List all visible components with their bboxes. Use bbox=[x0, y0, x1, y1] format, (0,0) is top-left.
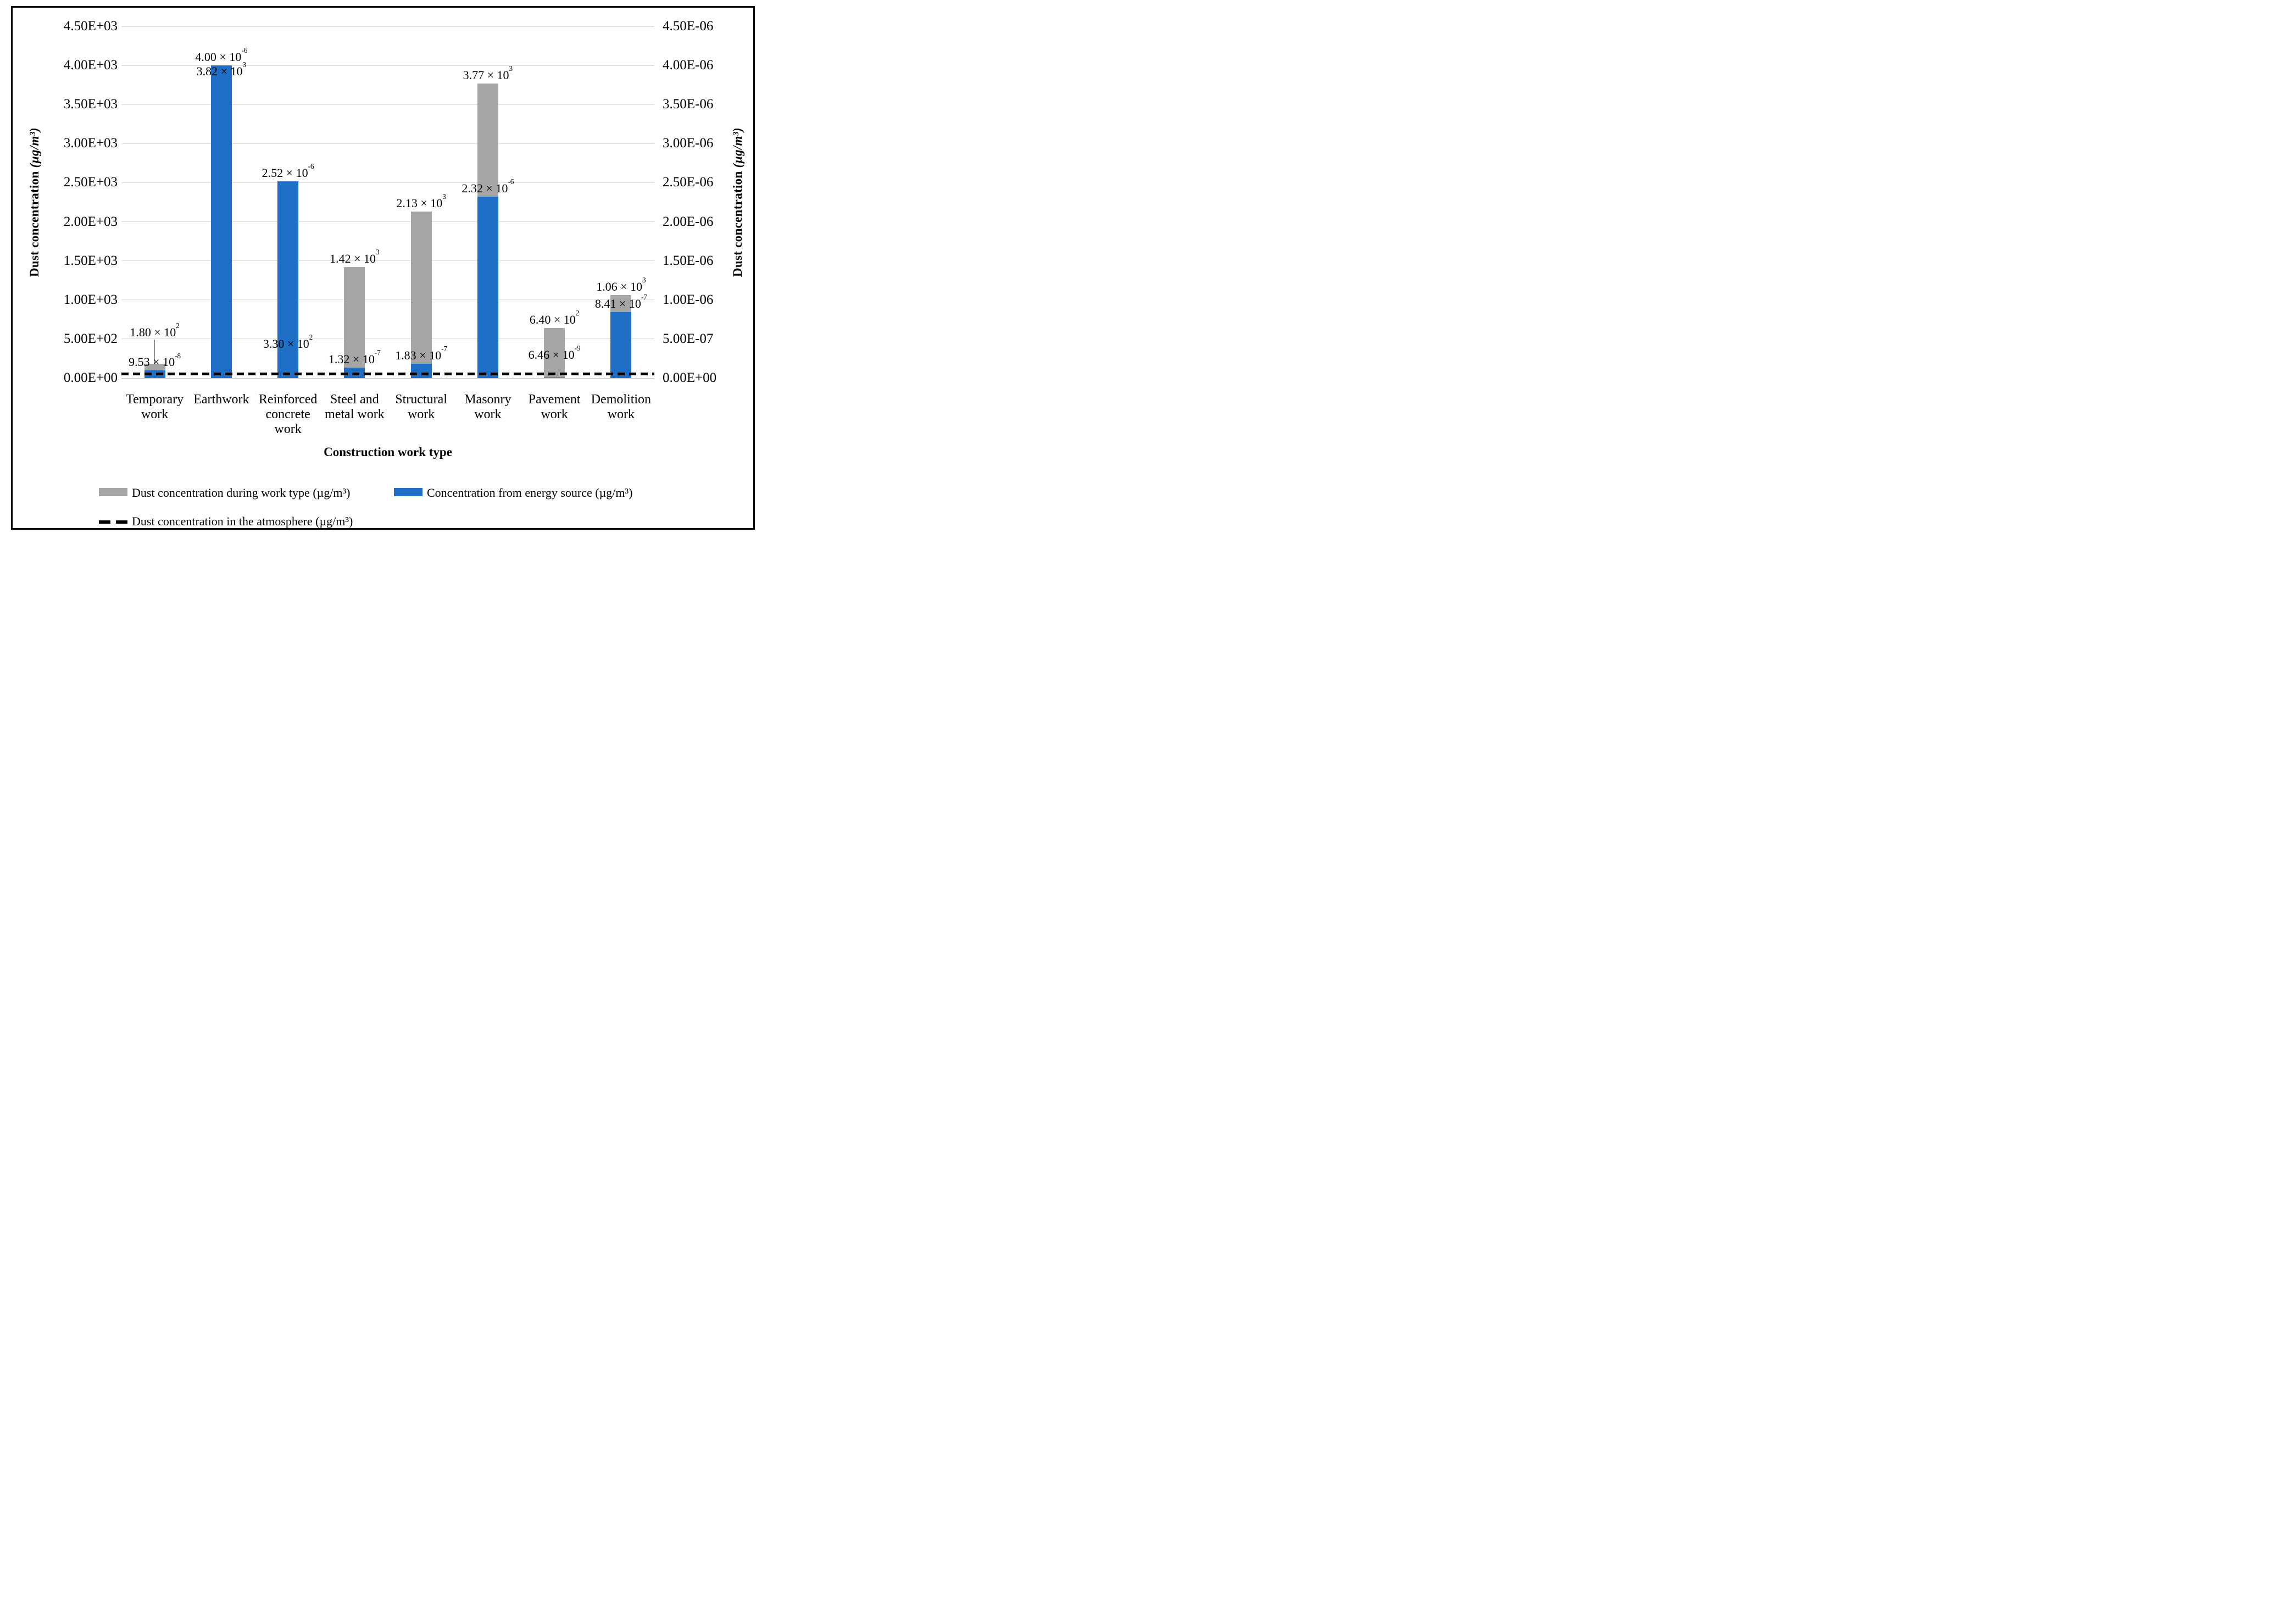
right-axis-tick-label: 3.50E-06 bbox=[663, 97, 714, 112]
bar-energy-source bbox=[210, 65, 232, 378]
data-label: 2.52 × 10-6 bbox=[262, 162, 314, 180]
bar-energy-source bbox=[477, 197, 498, 378]
left-axis-tick-label: 2.00E+03 bbox=[63, 214, 118, 229]
data-label: 3.77 × 103 bbox=[463, 64, 513, 82]
chart-border bbox=[11, 6, 755, 530]
category-label: Masonry work bbox=[464, 392, 512, 421]
category-label: Demolition work bbox=[591, 392, 652, 421]
category-label: Steel and metal work bbox=[325, 392, 385, 421]
category-label: Earthwork bbox=[193, 392, 249, 407]
data-label: 6.40 × 102 bbox=[529, 309, 580, 326]
category-label: Structural work bbox=[395, 392, 447, 421]
data-label: 1.06 × 103 bbox=[596, 276, 646, 294]
data-label: 1.32 × 10-7 bbox=[328, 348, 381, 367]
right-axis-tick-label: 4.00E-06 bbox=[663, 58, 714, 73]
left-axis-tick-label: 2.50E+03 bbox=[63, 175, 118, 190]
label-leader-line bbox=[154, 340, 155, 364]
left-axis-tick-label: 3.50E+03 bbox=[63, 97, 118, 112]
legend-label-work-type: Dust concentration during work type (µg/… bbox=[132, 486, 351, 499]
left-axis-tick-label: 4.00E+03 bbox=[63, 58, 118, 73]
data-label: 3.82 × 103 bbox=[196, 60, 247, 78]
x-axis-title: Construction work type bbox=[324, 445, 452, 459]
left-axis: 4.50E+03 4.00E+03 3.50E+03 3.00E+03 2.50E+03… bbox=[42, 0, 118, 535]
right-axis: 4.50E-06 4.00E-06 3.50E-06 3.00E-06 2.50E-06… bbox=[663, 0, 750, 535]
data-label: 4.00 × 10-6 bbox=[195, 46, 248, 64]
gridline bbox=[121, 221, 654, 223]
legend-label-atmosphere: Dust concentration in the atmosphere (µg… bbox=[132, 514, 353, 528]
right-axis-tick-label: 1.50E-06 bbox=[663, 253, 714, 268]
gridline bbox=[121, 338, 654, 340]
dust-concentration-chart: Dust concentration (µg/m³) Dust concentr… bbox=[0, 0, 765, 535]
category-label: Reinforced concrete work bbox=[258, 392, 318, 436]
left-axis-tick-label: 0.00E+00 bbox=[63, 370, 118, 385]
bar-work-type bbox=[344, 267, 365, 378]
gridline bbox=[121, 378, 654, 379]
left-axis-title-unit: (µg/m³) bbox=[27, 127, 41, 168]
data-label: 2.13 × 103 bbox=[396, 192, 446, 210]
data-label: 1.80 × 102 bbox=[130, 321, 180, 340]
bar-work-type bbox=[544, 328, 565, 378]
right-axis-tick-label: 3.00E-06 bbox=[663, 136, 714, 151]
category-label: Temporary work bbox=[126, 392, 184, 421]
left-axis-title-text: Dust concentration bbox=[27, 171, 41, 277]
right-axis-tick-label: 4.50E-06 bbox=[663, 19, 714, 34]
data-label: 8.41 × 10-7 bbox=[594, 293, 647, 311]
data-label: 2.32 × 10-6 bbox=[462, 177, 514, 196]
data-label: 1.83 × 10-7 bbox=[395, 345, 448, 362]
right-axis-tick-label: 1.00E-06 bbox=[663, 292, 714, 307]
legend-swatch-energy-source bbox=[394, 488, 422, 496]
plot-area: 1.80 × 102 3.82 × 103 3.30 × 102 1.42 × 103… bbox=[121, 26, 654, 379]
right-axis-tick-label: 2.50E-06 bbox=[663, 175, 714, 190]
gridline bbox=[121, 260, 654, 262]
data-label: 1.42 × 103 bbox=[330, 248, 380, 266]
gridline bbox=[121, 143, 654, 144]
gridline bbox=[121, 104, 654, 105]
gridline bbox=[121, 26, 654, 27]
left-axis-tick-label: 4.50E+03 bbox=[63, 19, 118, 34]
bar-energy-source bbox=[610, 312, 632, 378]
right-axis-tick-label: 0.00E+00 bbox=[663, 370, 717, 385]
legend-swatch-work-type bbox=[99, 488, 127, 496]
data-label: 6.46 × 10-9 bbox=[528, 344, 581, 362]
bar-energy-source bbox=[410, 363, 432, 378]
left-axis-tick-label: 1.50E+03 bbox=[63, 253, 118, 268]
legend-swatch-atmosphere-dash bbox=[99, 520, 127, 524]
gridline bbox=[121, 65, 654, 66]
left-axis-tick-label: 1.00E+03 bbox=[63, 292, 118, 307]
data-label: 9.53 × 10-8 bbox=[129, 351, 181, 369]
data-label: 3.30 × 102 bbox=[263, 333, 313, 351]
atmosphere-dashed-line bbox=[121, 373, 654, 376]
bar-energy-source bbox=[277, 181, 299, 378]
gridline bbox=[121, 299, 654, 301]
legend-label-energy-source: Concentration from energy source (µg/m³) bbox=[427, 486, 633, 499]
left-axis-tick-label: 5.00E+02 bbox=[63, 331, 118, 346]
x-axis-category-labels: Temporary work Earthwork Reinforced concre… bbox=[121, 392, 654, 443]
bar-work-type bbox=[410, 212, 432, 378]
right-axis-tick-label: 5.00E-07 bbox=[663, 331, 714, 346]
left-axis-tick-label: 3.00E+03 bbox=[63, 136, 118, 151]
category-label: Pavement work bbox=[528, 392, 581, 421]
gridline bbox=[121, 182, 654, 183]
right-axis-tick-label: 2.00E-06 bbox=[663, 214, 714, 229]
